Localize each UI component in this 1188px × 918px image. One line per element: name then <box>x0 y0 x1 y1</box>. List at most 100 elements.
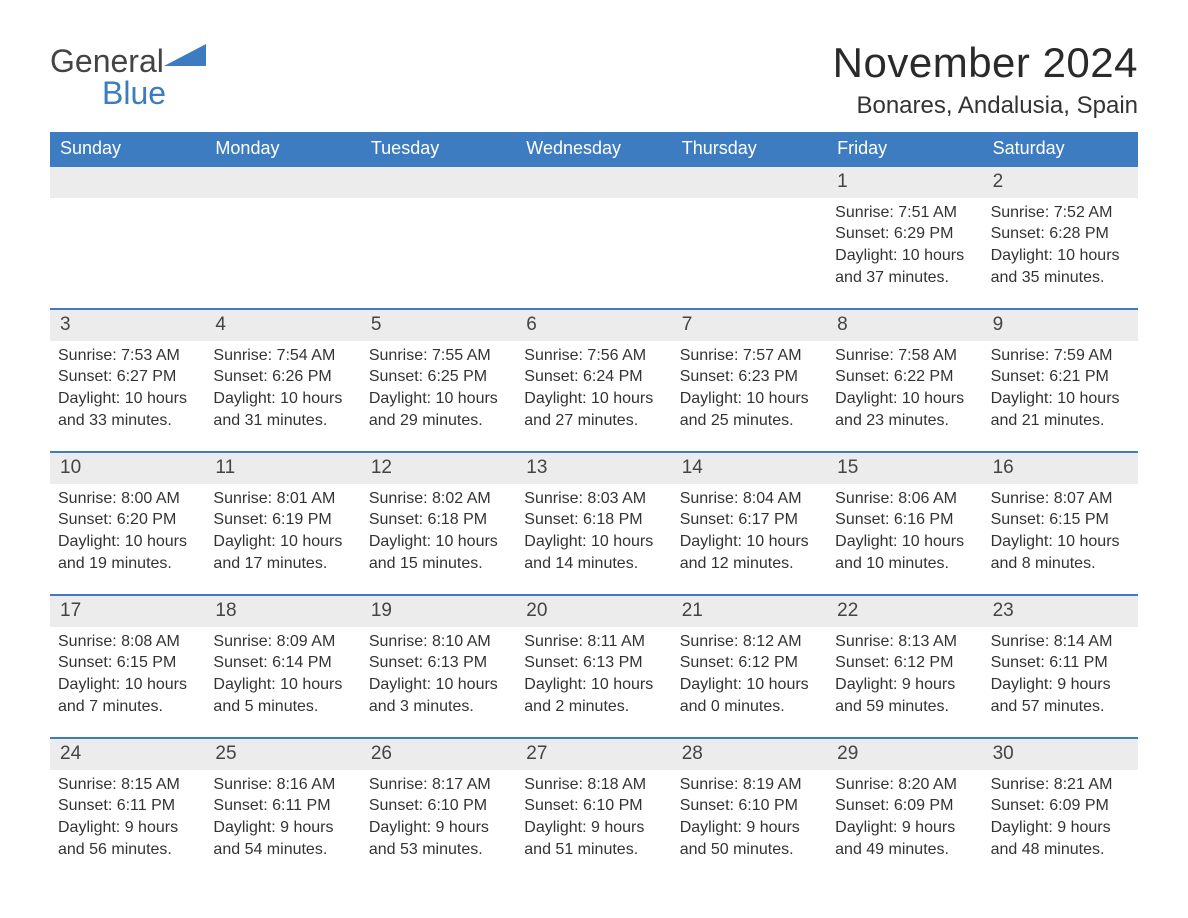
date-number: 1 <box>827 167 982 198</box>
sunset-text: Sunset: 6:14 PM <box>213 652 352 674</box>
sunrise-text: Sunrise: 7:56 AM <box>524 345 663 367</box>
daylight-text: Daylight: 9 hours and 48 minutes. <box>991 817 1130 860</box>
sunrise-text: Sunrise: 8:12 AM <box>680 631 819 653</box>
calendar-day: 2Sunrise: 7:52 AMSunset: 6:28 PMDaylight… <box>983 167 1138 294</box>
calendar-day <box>205 167 360 294</box>
calendar-day: 10Sunrise: 8:00 AMSunset: 6:20 PMDayligh… <box>50 453 205 580</box>
daylight-text: Daylight: 10 hours and 21 minutes. <box>991 388 1130 431</box>
calendar-day: 28Sunrise: 8:19 AMSunset: 6:10 PMDayligh… <box>672 739 827 866</box>
date-number: 5 <box>361 310 516 341</box>
date-number: 2 <box>983 167 1138 198</box>
date-number: 22 <box>827 596 982 627</box>
weekday-header: Sunday Monday Tuesday Wednesday Thursday… <box>50 132 1138 167</box>
calendar-day: 7Sunrise: 7:57 AMSunset: 6:23 PMDaylight… <box>672 310 827 437</box>
calendar-day: 25Sunrise: 8:16 AMSunset: 6:11 PMDayligh… <box>205 739 360 866</box>
daylight-text: Daylight: 9 hours and 59 minutes. <box>835 674 974 717</box>
date-number: 28 <box>672 739 827 770</box>
daylight-text: Daylight: 10 hours and 8 minutes. <box>991 531 1130 574</box>
date-number <box>50 167 205 198</box>
date-number: 7 <box>672 310 827 341</box>
calendar-day: 18Sunrise: 8:09 AMSunset: 6:14 PMDayligh… <box>205 596 360 723</box>
sunset-text: Sunset: 6:12 PM <box>680 652 819 674</box>
calendar-week: 17Sunrise: 8:08 AMSunset: 6:15 PMDayligh… <box>50 594 1138 723</box>
calendar-day: 9Sunrise: 7:59 AMSunset: 6:21 PMDaylight… <box>983 310 1138 437</box>
date-number <box>205 167 360 198</box>
calendar-day: 12Sunrise: 8:02 AMSunset: 6:18 PMDayligh… <box>361 453 516 580</box>
header: General Blue November 2024 Bonares, Anda… <box>50 40 1138 120</box>
daylight-text: Daylight: 10 hours and 27 minutes. <box>524 388 663 431</box>
sunset-text: Sunset: 6:17 PM <box>680 509 819 531</box>
date-number <box>672 167 827 198</box>
brand-flag-icon <box>164 44 206 72</box>
calendar-day: 15Sunrise: 8:06 AMSunset: 6:16 PMDayligh… <box>827 453 982 580</box>
sunset-text: Sunset: 6:22 PM <box>835 366 974 388</box>
daylight-text: Daylight: 9 hours and 50 minutes. <box>680 817 819 860</box>
date-number: 4 <box>205 310 360 341</box>
date-number: 29 <box>827 739 982 770</box>
sunrise-text: Sunrise: 8:06 AM <box>835 488 974 510</box>
date-number: 26 <box>361 739 516 770</box>
date-number: 12 <box>361 453 516 484</box>
calendar-day: 29Sunrise: 8:20 AMSunset: 6:09 PMDayligh… <box>827 739 982 866</box>
daylight-text: Daylight: 10 hours and 25 minutes. <box>680 388 819 431</box>
calendar-day: 3 Sunrise: 7:53 AMSunset: 6:27 PMDaylight… <box>50 310 205 437</box>
sunrise-text: Sunrise: 8:08 AM <box>58 631 197 653</box>
sunset-text: Sunset: 6:10 PM <box>524 795 663 817</box>
sunset-text: Sunset: 6:23 PM <box>680 366 819 388</box>
daylight-text: Daylight: 10 hours and 23 minutes. <box>835 388 974 431</box>
calendar-day: 5Sunrise: 7:55 AMSunset: 6:25 PMDaylight… <box>361 310 516 437</box>
sunset-text: Sunset: 6:13 PM <box>524 652 663 674</box>
sunrise-text: Sunrise: 7:51 AM <box>835 202 974 224</box>
sunset-text: Sunset: 6:27 PM <box>58 366 197 388</box>
sunset-text: Sunset: 6:24 PM <box>524 366 663 388</box>
date-number: 3 <box>50 310 205 341</box>
sunset-text: Sunset: 6:15 PM <box>58 652 197 674</box>
sunset-text: Sunset: 6:10 PM <box>680 795 819 817</box>
date-number: 24 <box>50 739 205 770</box>
weekday-label: Saturday <box>983 132 1138 167</box>
brand-name-a: General <box>50 43 164 79</box>
sunset-text: Sunset: 6:12 PM <box>835 652 974 674</box>
sunrise-text: Sunrise: 8:18 AM <box>524 774 663 796</box>
weekday-label: Friday <box>827 132 982 167</box>
sunrise-text: Sunrise: 8:17 AM <box>369 774 508 796</box>
date-number: 8 <box>827 310 982 341</box>
sunrise-text: Sunrise: 8:14 AM <box>991 631 1130 653</box>
sunset-text: Sunset: 6:28 PM <box>991 223 1130 245</box>
calendar-day: 14Sunrise: 8:04 AMSunset: 6:17 PMDayligh… <box>672 453 827 580</box>
daylight-text: Daylight: 10 hours and 35 minutes. <box>991 245 1130 288</box>
daylight-text: Daylight: 10 hours and 19 minutes. <box>58 531 197 574</box>
sunset-text: Sunset: 6:09 PM <box>835 795 974 817</box>
date-number: 10 <box>50 453 205 484</box>
daylight-text: Daylight: 10 hours and 3 minutes. <box>369 674 508 717</box>
daylight-text: Daylight: 10 hours and 10 minutes. <box>835 531 974 574</box>
date-number: 25 <box>205 739 360 770</box>
weekday-label: Wednesday <box>516 132 671 167</box>
daylight-text: Daylight: 10 hours and 33 minutes. <box>58 388 197 431</box>
calendar-day: 1Sunrise: 7:51 AMSunset: 6:29 PMDaylight… <box>827 167 982 294</box>
date-number: 6 <box>516 310 671 341</box>
daylight-text: Daylight: 10 hours and 31 minutes. <box>213 388 352 431</box>
sunset-text: Sunset: 6:18 PM <box>524 509 663 531</box>
calendar-week: 1Sunrise: 7:51 AMSunset: 6:29 PMDaylight… <box>50 167 1138 294</box>
daylight-text: Daylight: 10 hours and 12 minutes. <box>680 531 819 574</box>
sunrise-text: Sunrise: 8:20 AM <box>835 774 974 796</box>
daylight-text: Daylight: 9 hours and 51 minutes. <box>524 817 663 860</box>
daylight-text: Daylight: 10 hours and 0 minutes. <box>680 674 819 717</box>
calendar-day: 20Sunrise: 8:11 AMSunset: 6:13 PMDayligh… <box>516 596 671 723</box>
weekday-label: Tuesday <box>361 132 516 167</box>
sunrise-text: Sunrise: 8:01 AM <box>213 488 352 510</box>
date-number <box>516 167 671 198</box>
weekday-label: Sunday <box>50 132 205 167</box>
brand-name-b: Blue <box>102 75 166 111</box>
sunrise-text: Sunrise: 8:15 AM <box>58 774 197 796</box>
date-number: 27 <box>516 739 671 770</box>
calendar-day: 11Sunrise: 8:01 AMSunset: 6:19 PMDayligh… <box>205 453 360 580</box>
calendar-week: 24Sunrise: 8:15 AMSunset: 6:11 PMDayligh… <box>50 737 1138 866</box>
calendar-day: 13Sunrise: 8:03 AMSunset: 6:18 PMDayligh… <box>516 453 671 580</box>
weekday-label: Thursday <box>672 132 827 167</box>
date-number: 20 <box>516 596 671 627</box>
sunrise-text: Sunrise: 7:53 AM <box>58 345 197 367</box>
calendar-day: 16Sunrise: 8:07 AMSunset: 6:15 PMDayligh… <box>983 453 1138 580</box>
brand-name: General Blue <box>50 40 206 109</box>
